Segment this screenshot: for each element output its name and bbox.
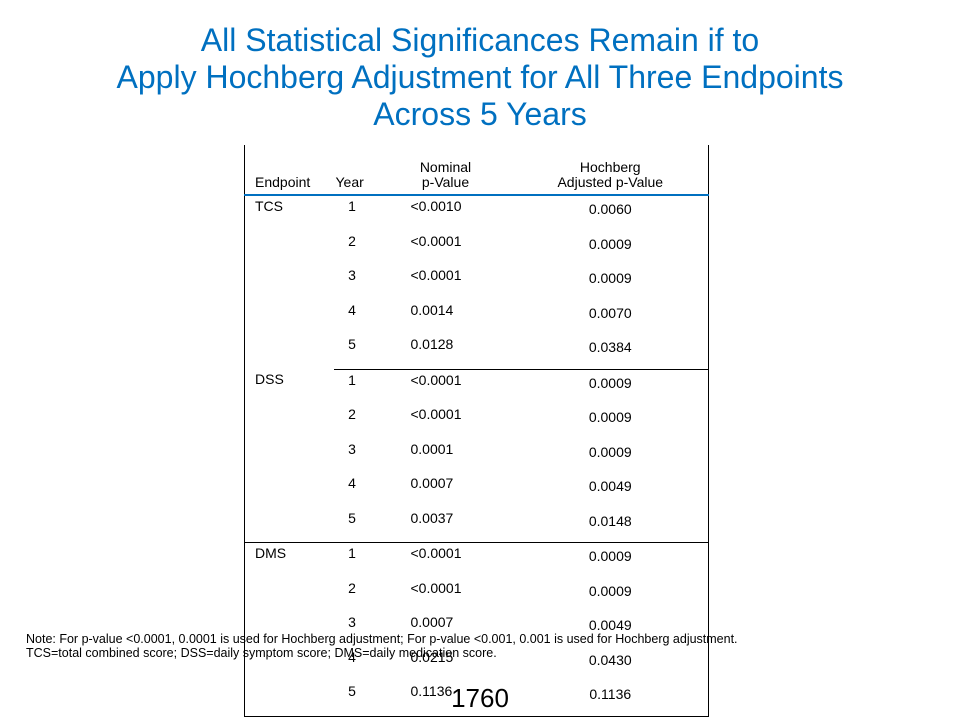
hochberg-p-cell: 0.0009: [512, 404, 709, 439]
nominal-p-cell: 0.1136: [378, 681, 513, 717]
slide-title: All Statistical Significances Remain if …: [0, 22, 960, 133]
nominal-p-cell: 0.0128: [378, 334, 513, 370]
hochberg-p-cell: 0.0384: [512, 334, 709, 370]
header-nominal-p-value: Nominal p-Value: [378, 145, 513, 196]
header-hochberg-p-value: Hochberg Adjusted p-Value: [512, 145, 709, 196]
year-cell: 2: [348, 232, 356, 249]
results-table: Endpoint Year Nominal p-Value Hochberg A…: [244, 145, 709, 717]
hochberg-p-cell: 0.0430: [512, 646, 709, 681]
nominal-p-cell: 0.0007: [410, 614, 454, 630]
year-cell: 1: [348, 545, 356, 561]
table-row: 2 <0.0001 0.0009: [245, 404, 709, 439]
nominal-p-cell: 0.0037: [378, 507, 513, 543]
hochberg-p-cell: 0.0060: [512, 195, 709, 231]
header-nominal-line-1: Nominal: [419, 159, 472, 175]
year-cell: 3: [348, 440, 356, 457]
nominal-p-cell: <0.0001: [410, 232, 462, 249]
hochberg-p-cell: 0.0070: [512, 299, 709, 334]
header-nominal-line-2: p-Value: [421, 174, 470, 190]
title-line-1: All Statistical Significances Remain if …: [200, 22, 760, 58]
table-row: 4 0.0215 0.0430: [245, 646, 709, 681]
year-cell: 3: [348, 614, 356, 630]
table-row: 5 0.1136 0.1136: [245, 681, 709, 717]
hochberg-p-cell: 0.0009: [512, 577, 709, 612]
year-cell: 4: [348, 475, 356, 491]
table-row: 3 0.0007 0.0049: [245, 612, 709, 647]
year-cell: 2: [348, 579, 356, 596]
page-number: 1760: [451, 683, 509, 713]
title-line-2: Apply Hochberg Adjustment for All Three …: [116, 59, 844, 95]
table-row: DMS 1 <0.0001 0.0009: [244, 542, 709, 717]
hochberg-p-cell: 0.0148: [512, 507, 709, 543]
title-line-3: Across 5 Years: [373, 96, 587, 132]
nominal-p-cell: 0.0215: [410, 648, 454, 665]
hochberg-p-cell: 0.0009: [512, 369, 709, 404]
table-row: 3 0.0001 0.0009: [245, 438, 709, 473]
nominal-p-cell: <0.0001: [410, 545, 462, 561]
header-hochberg-line-2: Adjusted p-Value: [557, 174, 664, 190]
nominal-p-cell: 0.0014: [410, 301, 454, 318]
nominal-p-cell: 0.0007: [410, 475, 454, 491]
year-cell: 3: [348, 267, 356, 283]
table-row: TCS 1 <0.0010 0.0060: [244, 195, 709, 369]
hochberg-p-cell: 0.0009: [512, 438, 709, 473]
year-cell: 5: [333, 507, 379, 543]
year-cell: 5: [333, 334, 379, 370]
table-row: 5 0.0128 0.0384: [245, 334, 709, 370]
year-cell: 4: [348, 301, 356, 318]
endpoint-cell: TCS: [244, 195, 334, 369]
header-endpoint: Endpoint: [244, 145, 334, 196]
footnote-line-1: Note: For p-value <0.0001, 0.0001 is use…: [26, 632, 738, 646]
header-hochberg-line-1: Hochberg: [579, 159, 641, 175]
nominal-p-cell: <0.0001: [410, 371, 462, 388]
hochberg-p-cell: 0.0049: [512, 612, 709, 647]
endpoint-cell: DSS: [244, 369, 334, 543]
table-row: 3 <0.0001 0.0009: [245, 265, 709, 300]
table-header-row: Endpoint Year Nominal p-Value Hochberg A…: [244, 145, 709, 196]
nominal-p-cell: <0.0010: [410, 198, 462, 214]
nominal-p-cell: <0.0001: [410, 406, 462, 422]
year-cell: 1: [348, 198, 356, 214]
nominal-p-cell: 0.0001: [410, 440, 454, 457]
year-cell: 4: [348, 648, 356, 665]
hochberg-p-cell: 0.1136: [512, 681, 709, 717]
nominal-p-cell: <0.0001: [410, 579, 462, 596]
header-year: Year: [333, 145, 379, 196]
year-cell: 5: [333, 681, 379, 717]
footnote: Note: For p-value <0.0001, 0.0001 is use…: [26, 632, 926, 660]
table-row: DSS 1 <0.0001 0.0009: [244, 369, 709, 543]
table-body: TCS 1 <0.0010 0.0060 2 <0.0001 0.0009 3 …: [244, 195, 709, 717]
nominal-p-cell: <0.0001: [410, 267, 462, 283]
table-row: 4 0.0007 0.0049: [245, 473, 709, 508]
footnote-line-2: TCS=total combined score; DSS=daily symp…: [26, 646, 497, 660]
hochberg-p-cell: 0.0009: [512, 265, 709, 300]
year-cell: 1: [348, 371, 356, 388]
table-row: 2 <0.0001 0.0009: [245, 577, 709, 612]
table-row: 4 0.0014 0.0070: [245, 299, 709, 334]
table-row: 2 <0.0001 0.0009: [245, 230, 709, 265]
results-table-container: Endpoint Year Nominal p-Value Hochberg A…: [244, 145, 709, 717]
year-cell: 2: [348, 406, 356, 422]
hochberg-p-cell: 0.0049: [512, 473, 709, 508]
hochberg-p-cell: 0.0009: [512, 542, 709, 578]
hochberg-p-cell: 0.0009: [512, 230, 709, 265]
table-row: 5 0.0037 0.0148: [245, 507, 709, 543]
endpoint-cell: DMS: [244, 542, 334, 717]
